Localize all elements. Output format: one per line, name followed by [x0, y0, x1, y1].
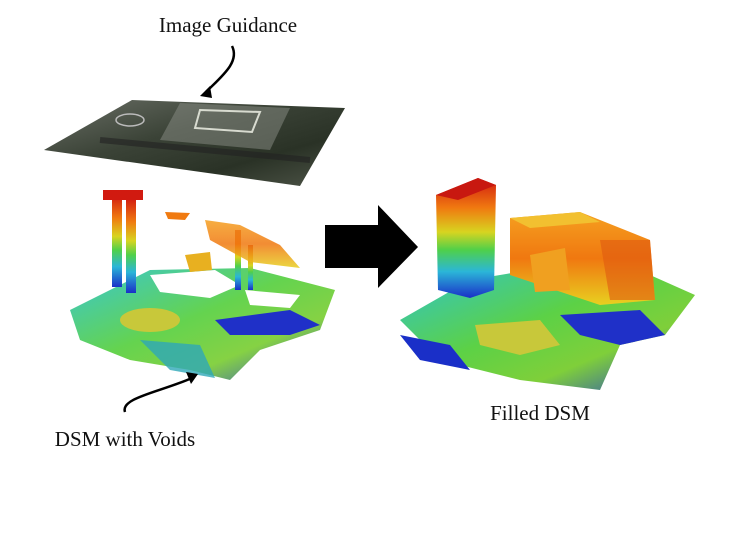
- filled-dsm: [400, 178, 695, 390]
- voids-arrow: [123, 376, 193, 413]
- guidance-arrow: [205, 45, 236, 93]
- right-label: Filled DSM: [490, 401, 590, 425]
- satellite-image: [44, 100, 345, 186]
- dsm-with-voids: [70, 190, 335, 380]
- voids-arrowhead: [186, 372, 198, 384]
- transform-arrow: [325, 205, 418, 288]
- guidance-arrowhead: [200, 86, 212, 98]
- top-label: Image Guidance: [159, 13, 297, 37]
- left-label: DSM with Voids: [55, 427, 195, 451]
